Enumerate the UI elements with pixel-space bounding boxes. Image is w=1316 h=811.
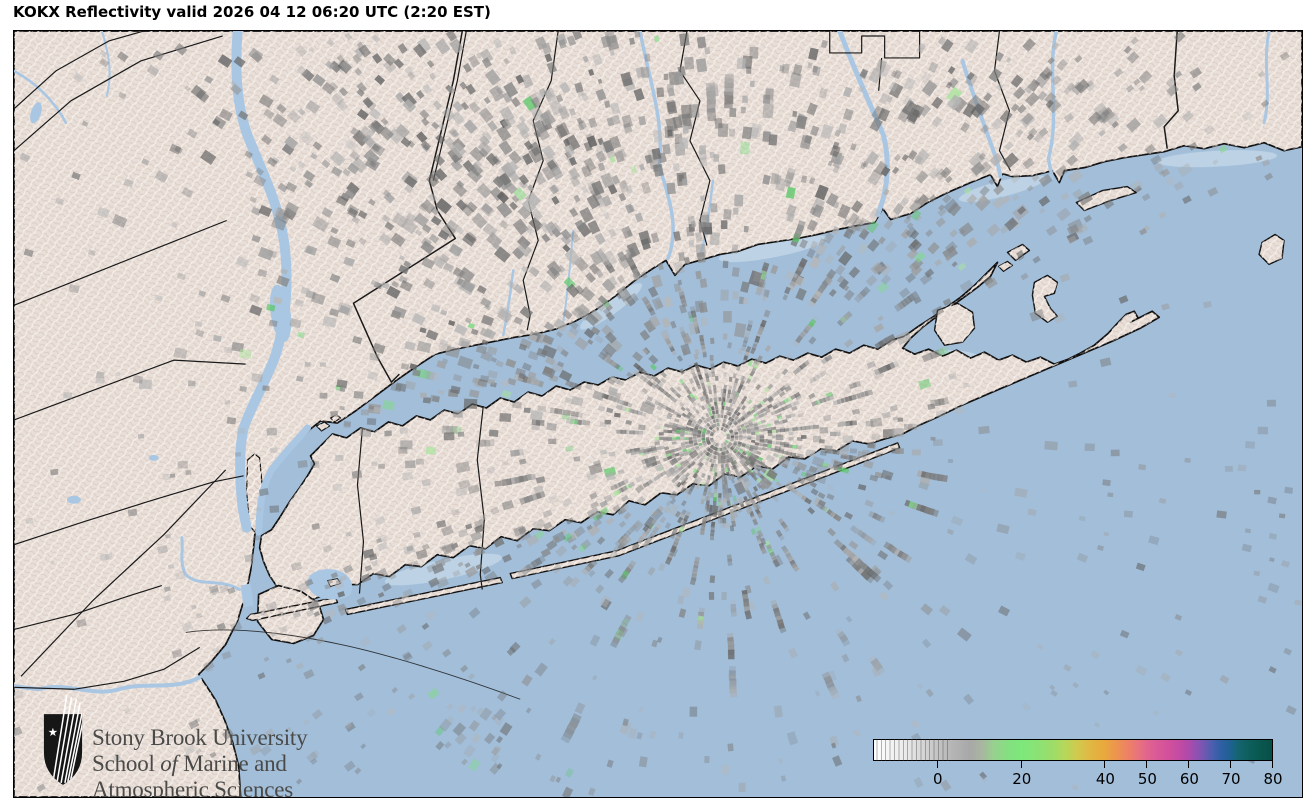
colorbar-tick-label: 40 [1095,770,1115,788]
river [180,536,242,592]
county-line [20,469,227,677]
river [837,31,890,218]
colorbar-tick [1272,761,1273,768]
colorbar-tick [1020,761,1022,768]
colorbar-tick [1188,761,1190,768]
county-line [14,31,144,110]
county-line [14,584,162,631]
water-boundary-line [185,629,521,700]
map-canvas [14,31,1302,797]
county-line [14,359,246,421]
east-river [255,424,312,536]
colorbar-tick-label: 80 [1263,770,1283,788]
lake [30,102,42,124]
plot-title: KOKX Reflectivity valid 2026 04 12 06:20… [13,3,491,21]
river [14,69,68,125]
lake [66,495,81,504]
colorbar-tick-label: 20 [1012,770,1032,788]
river [100,31,111,97]
newark-bay [240,583,254,608]
county-line [356,427,365,594]
river [1262,31,1271,125]
radar-clutter-layer [14,31,1302,797]
colorbar-tick [1104,761,1106,768]
county-line [476,405,485,590]
colorbar-tick-label: 60 [1179,770,1199,788]
colorbar-tick [1146,761,1148,768]
colorbar-tick-label: 50 [1137,770,1157,788]
radar-map: ★ Stony Brook University School of Marin… [13,30,1303,798]
colorbar-tick [1230,761,1231,768]
county-line [14,219,227,306]
colorbar-stripe-overlay [873,739,951,761]
colorbar-tick-label: 0 [933,770,943,788]
colorbar-gradient [873,739,1273,761]
reflectivity-colorbar: 0 20 40 50 60 70 80 [873,739,1283,788]
boundary-layer [14,31,1179,700]
county-line [14,475,244,546]
state-line-ct-ri [1163,31,1179,149]
colorbar-tick-label: 70 [1221,770,1241,788]
county-line [829,31,921,59]
terrain-highlight-texture [14,31,1302,797]
state-line-ny-ct [352,31,464,383]
county-line [14,646,201,690]
colorbar-tick [936,761,938,768]
river [14,675,202,694]
lake [148,454,159,461]
